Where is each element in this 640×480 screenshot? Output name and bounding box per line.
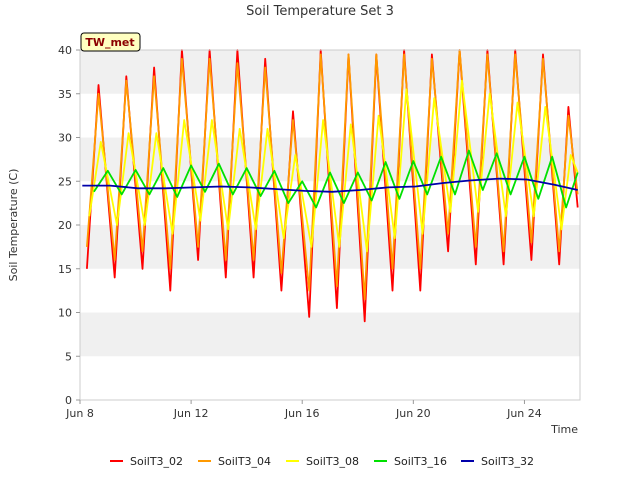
x-tick-label: Jun 8 xyxy=(65,407,94,420)
chart-title: Soil Temperature Set 3 xyxy=(246,4,394,19)
x-tick-label: Jun 20 xyxy=(395,407,431,420)
site-badge-box xyxy=(80,32,141,52)
series-line-soilt3-16 xyxy=(93,149,579,209)
legend-label: SoilT3_04 xyxy=(218,455,271,468)
series-lines xyxy=(82,49,579,323)
series-line-soilt3-32 xyxy=(82,177,578,193)
grid-band xyxy=(80,356,580,400)
y-tick-label: 20 xyxy=(58,219,72,232)
legend-label: SoilT3_08 xyxy=(306,455,359,468)
grid-band xyxy=(80,50,580,94)
x-axis-ticks: Jun 8 Jun 12 Jun 16 Jun 20 Jun 24 xyxy=(65,400,542,420)
grid-band xyxy=(80,225,580,269)
grid-band xyxy=(80,312,580,357)
y-tick-label: 5 xyxy=(65,350,72,363)
y-tick-label: 40 xyxy=(58,44,72,57)
legend-label: SoilT3_32 xyxy=(481,455,534,468)
y-axis-title: Soil Temperature (C) xyxy=(7,169,20,282)
x-tick-label: Jun 16 xyxy=(284,407,320,420)
series-line-soilt3-08 xyxy=(88,79,579,253)
series-line-soilt3-04 xyxy=(86,49,579,301)
y-tick-label: 10 xyxy=(58,307,72,320)
legend-label: SoilT3_16 xyxy=(394,455,447,468)
x-axis-title: Time xyxy=(550,423,578,436)
site-badge: TW_met xyxy=(80,32,141,52)
legend: SoilT3_02 SoilT3_04 SoilT3_08 SoilT3_16 Soil… xyxy=(110,455,534,468)
y-tick-label: 30 xyxy=(58,132,72,145)
grid-band xyxy=(80,93,580,138)
legend-label: SoilT3_02 xyxy=(130,455,183,468)
series-line-soilt3-02 xyxy=(86,49,579,323)
grid-band xyxy=(80,268,580,313)
x-tick-label: Jun 12 xyxy=(173,407,209,420)
y-axis-ticks: 0 5 10 15 20 25 30 35 40 xyxy=(58,44,80,407)
x-tick-label: Jun 24 xyxy=(506,407,542,420)
site-badge-label: TW_met xyxy=(85,36,134,49)
y-tick-label: 25 xyxy=(58,175,72,188)
y-tick-label: 15 xyxy=(58,263,72,276)
y-tick-label: 35 xyxy=(58,88,72,101)
y-tick-label: 0 xyxy=(65,394,72,407)
